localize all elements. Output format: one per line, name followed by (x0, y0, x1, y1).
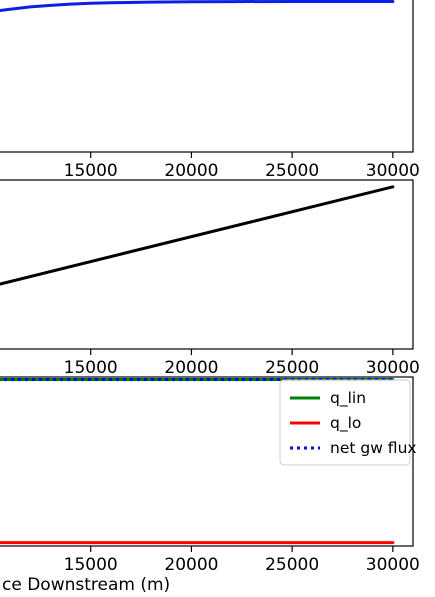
series-line-0 (0, 0, 395, 12)
legend-box (279, 379, 411, 466)
axes-frame (0, 179, 414, 350)
x-tick-label: 20000 (164, 161, 218, 181)
x-tick-label: 20000 (164, 358, 218, 378)
x-tick-label: 25000 (265, 555, 319, 575)
x-tick-label: 15000 (64, 555, 118, 575)
x-tick-label: 30000 (366, 555, 420, 575)
legend-label: net gw flux (330, 439, 417, 457)
x-axis-label: ce Downstream (m) (2, 575, 170, 595)
series-line-1 (0, 185, 395, 286)
x-tick-label: 20000 (164, 555, 218, 575)
x-tick-label: 15000 (64, 161, 118, 181)
middle-subplot: 15000 20000 25000 30000 (0, 179, 420, 378)
x-tick-label: 30000 (366, 358, 420, 378)
x-tick-label: 15000 (64, 358, 118, 378)
top-subplot: 15000 20000 25000 30000 (0, 0, 420, 181)
x-tick-label: 30000 (366, 161, 420, 181)
axes-frame (0, 376, 414, 547)
axes-frame (0, 0, 414, 153)
x-tick-label: 25000 (265, 161, 319, 181)
legend-label: q_lo (330, 414, 361, 433)
legend-label: q_lin (330, 389, 366, 408)
x-tick-label: 25000 (265, 358, 319, 378)
